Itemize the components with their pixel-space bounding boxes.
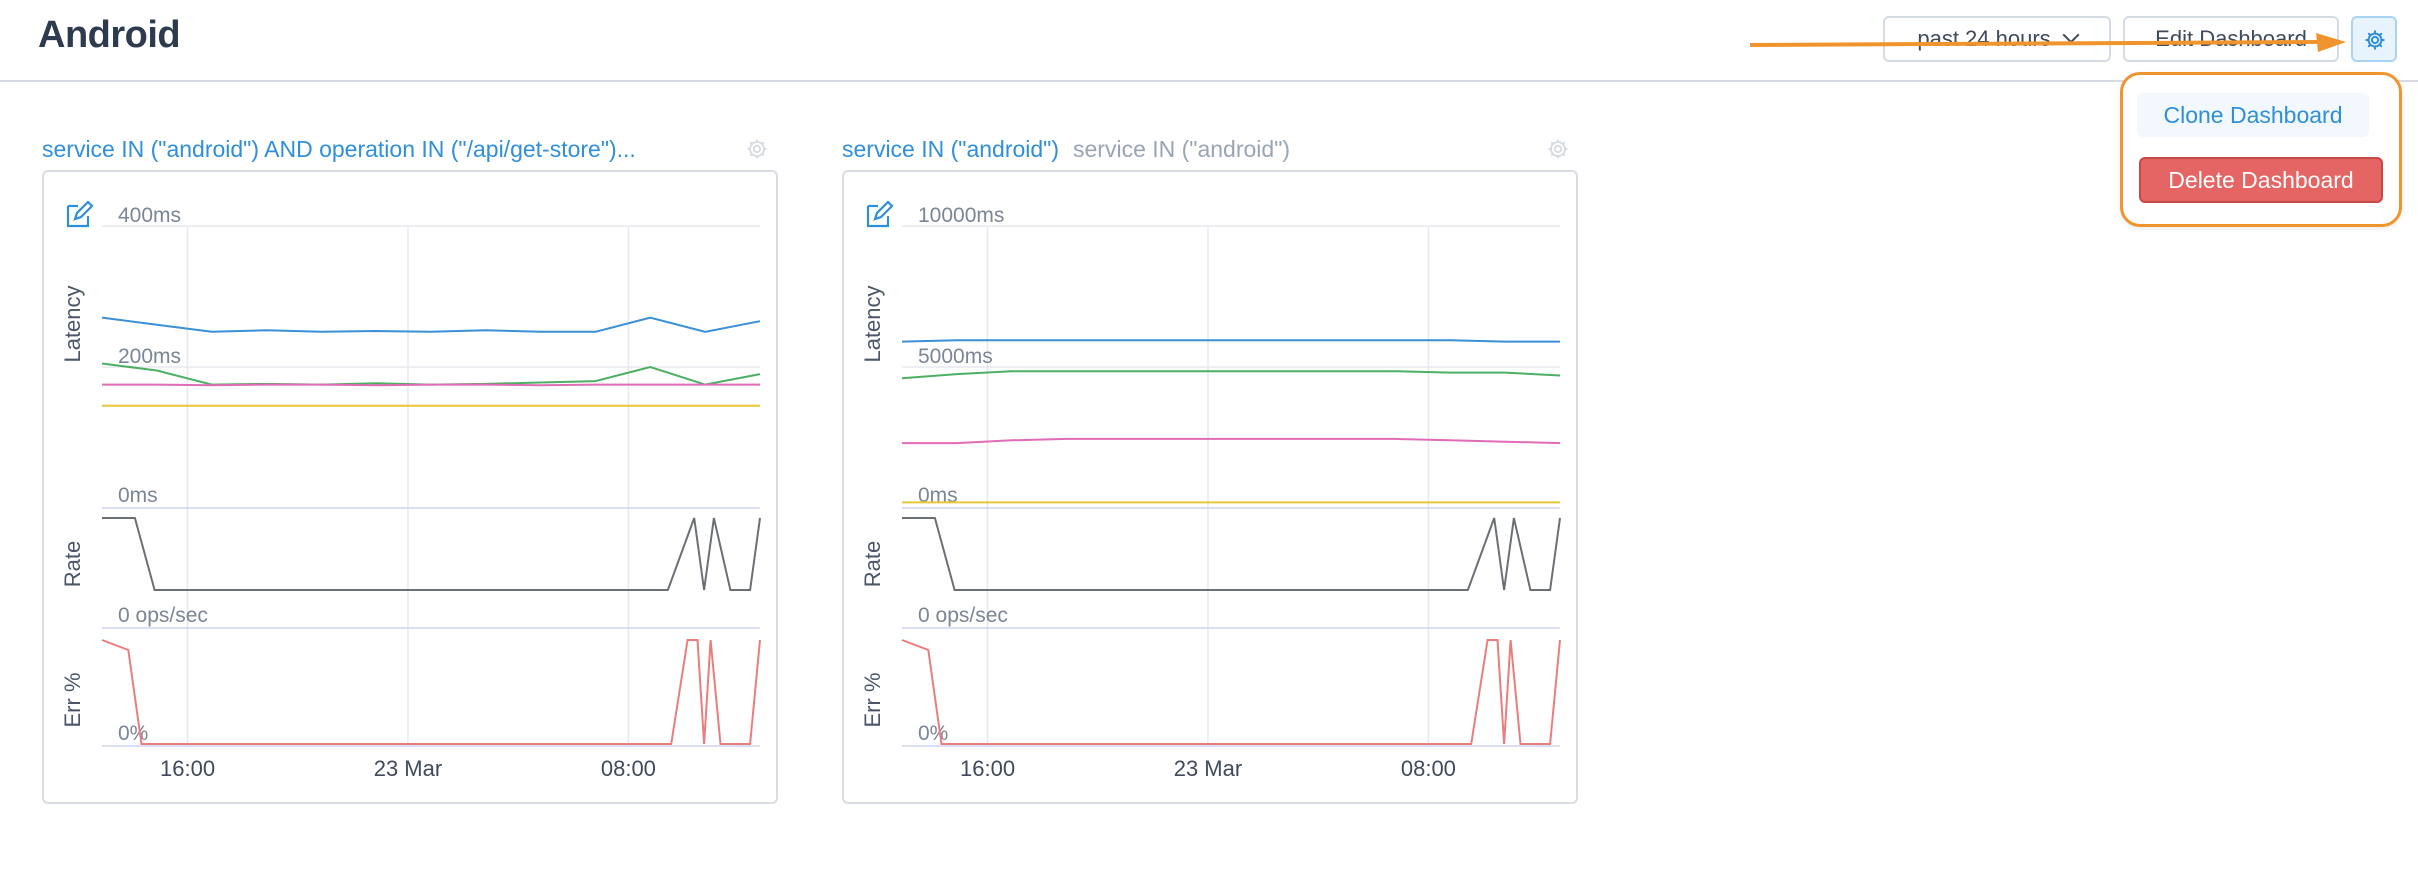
- panel-secondary-query: service IN ("android"): [1073, 136, 1291, 162]
- x-tick-label: 23 Mar: [374, 756, 442, 781]
- panel-title[interactable]: service IN ("android") service IN ("andro…: [842, 136, 1290, 163]
- err-min-label: 0%: [118, 722, 148, 745]
- latency-series-line: [101, 316, 761, 333]
- time-range-label: past 24 hours: [1917, 26, 2051, 51]
- error-axis-label: Err %: [860, 673, 885, 728]
- y-axis-max-label: 10000ms: [918, 204, 1004, 227]
- dashboard-settings-button[interactable]: [2351, 16, 2397, 62]
- rate-series-line: [902, 517, 1561, 591]
- trace-chart: 400ms 200ms 0ms 0 ops/sec 0% Latency Rate Err %…: [60, 200, 761, 781]
- err-min-label: 0%: [918, 722, 948, 745]
- x-tick-label: 16:00: [160, 756, 215, 781]
- rate-axis-label: Rate: [860, 541, 885, 587]
- gear-icon[interactable]: [745, 137, 769, 161]
- x-tick-label: 16:00: [960, 756, 1015, 781]
- latency-axis-label: Latency: [60, 285, 85, 362]
- y-axis-max-label: 400ms: [118, 204, 181, 227]
- gear-icon[interactable]: [1546, 137, 1570, 161]
- edit-icon[interactable]: [866, 200, 894, 228]
- error-series-line: [901, 639, 1561, 745]
- panel-query[interactable]: service IN ("android") AND operation IN …: [42, 136, 636, 162]
- x-tick-label: 23 Mar: [1174, 756, 1242, 781]
- latency-axis-label: Latency: [860, 285, 885, 362]
- latency-series-line: [102, 383, 760, 387]
- delete-dashboard-button[interactable]: Delete Dashboard: [2139, 157, 2383, 203]
- panel-query[interactable]: service IN ("android"): [842, 136, 1060, 162]
- x-tick-label: 08:00: [1401, 756, 1456, 781]
- latency-series-line: [902, 437, 1561, 445]
- x-tick-label: 08:00: [601, 756, 656, 781]
- annotation-arrow: [1750, 33, 2346, 52]
- rate-min-label: 0 ops/sec: [918, 604, 1008, 627]
- rate-series-line: [102, 517, 761, 591]
- error-axis-label: Err %: [60, 673, 85, 728]
- clone-dashboard-button[interactable]: Clone Dashboard: [2137, 93, 2369, 137]
- dashboard-header: Android past 24 hours Edit Dashboard: [0, 0, 2418, 82]
- rate-min-label: 0 ops/sec: [118, 604, 208, 627]
- time-range-select[interactable]: past 24 hours: [1883, 16, 2111, 62]
- settings-dropdown-menu: Clone Dashboard Delete Dashboard: [2120, 72, 2402, 227]
- chart-panel: 10000ms 5000ms 0ms 0 ops/sec 0% Latency Rate Er…: [842, 170, 1578, 804]
- chart-panel: 400ms 200ms 0ms 0 ops/sec 0% Latency Rate Err %…: [42, 170, 778, 804]
- panel-title[interactable]: service IN ("android") AND operation IN …: [42, 136, 636, 163]
- y-axis-mid-label: 200ms: [118, 345, 181, 368]
- gear-icon: [2365, 30, 2385, 50]
- y-axis-min-label: 0ms: [918, 484, 958, 507]
- latency-series-line: [901, 339, 1560, 343]
- edit-dashboard-button[interactable]: Edit Dashboard: [2123, 16, 2339, 62]
- trace-chart: 10000ms 5000ms 0ms 0 ops/sec 0% Latency Rate Er…: [860, 200, 1561, 781]
- y-axis-min-label: 0ms: [118, 484, 158, 507]
- page-title: Android: [38, 14, 181, 56]
- rate-axis-label: Rate: [60, 541, 85, 587]
- edit-icon[interactable]: [66, 200, 94, 228]
- error-series-line: [101, 639, 761, 745]
- y-axis-mid-label: 5000ms: [918, 345, 993, 368]
- latency-series-line: [901, 370, 1561, 380]
